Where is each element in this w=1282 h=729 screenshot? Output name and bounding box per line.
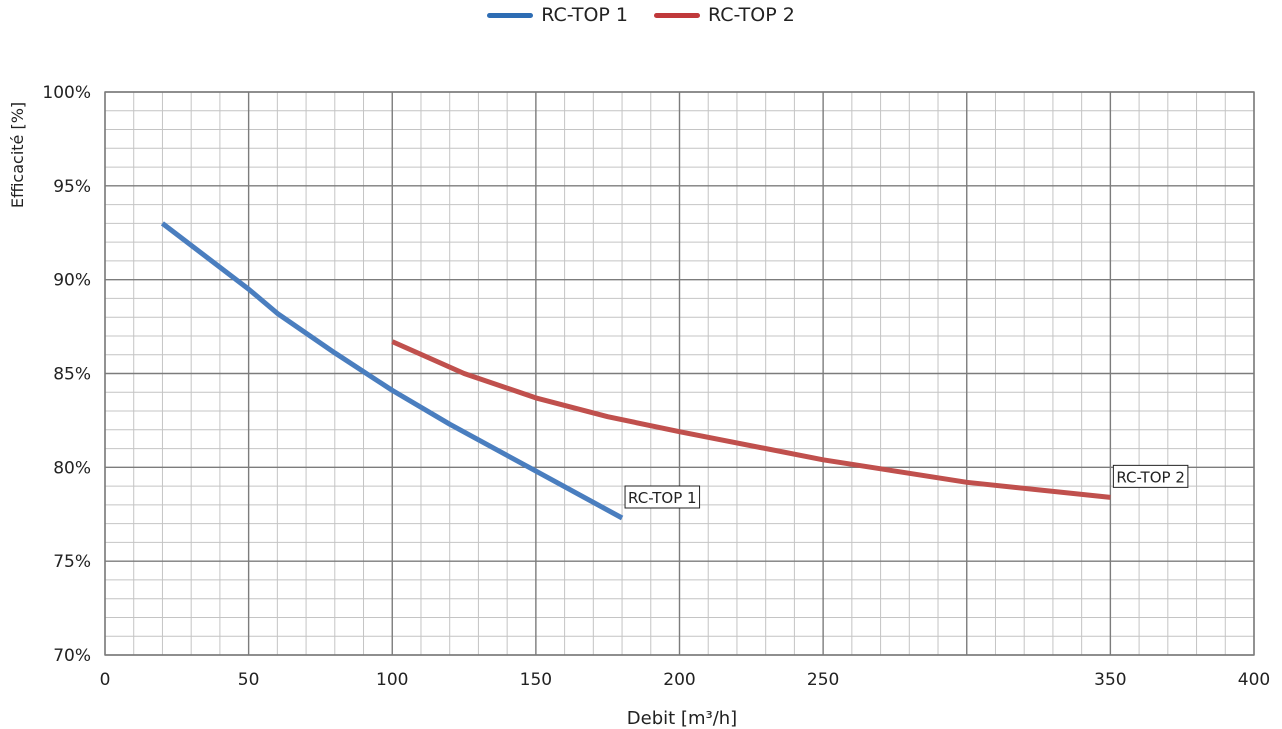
series-end-label: RC-TOP 1 — [624, 485, 701, 509]
series-end-label: RC-TOP 2 — [1112, 464, 1189, 488]
x-axis-ticks: 0 50 100 150 200 250 350 400 — [100, 670, 1271, 690]
y-tick-label: 70% — [53, 646, 91, 666]
legend: RC-TOP 1 RC-TOP 2 — [0, 4, 1282, 26]
y-axis-ticks: 70% 75% 80% 85% 90% 95% 100% — [42, 83, 91, 666]
legend-item-rc-top-2[interactable]: RC-TOP 2 — [654, 4, 795, 26]
y-tick-label: 100% — [42, 83, 91, 103]
legend-swatch-red — [654, 12, 700, 18]
x-tick-label: 400 — [1238, 670, 1270, 690]
series-end-label-text: RC-TOP 2 — [1116, 468, 1185, 486]
y-tick-label: 85% — [53, 365, 91, 385]
legend-label: RC-TOP 2 — [708, 4, 795, 26]
y-tick-label: 90% — [53, 271, 91, 291]
x-tick-label: 100 — [376, 670, 408, 690]
y-tick-label: 75% — [53, 552, 91, 572]
legend-label: RC-TOP 1 — [541, 4, 628, 26]
series-layer — [160, 221, 1111, 521]
x-axis-title: Debit [m³/h] — [627, 708, 737, 729]
plot-frame — [104, 91, 1255, 656]
legend-swatch-blue — [487, 12, 534, 18]
y-tick-label: 80% — [53, 458, 91, 478]
series-line-1 — [160, 221, 624, 521]
legend-item-rc-top-1[interactable]: RC-TOP 1 — [487, 4, 628, 26]
x-tick-label: 50 — [238, 670, 260, 690]
x-tick-label: 350 — [1094, 670, 1126, 690]
x-tick-label: 150 — [520, 670, 552, 690]
data-labels: RC-TOP 1 RC-TOP 2 — [624, 464, 1189, 509]
x-tick-label: 200 — [663, 670, 695, 690]
series-end-label-box — [624, 485, 701, 509]
x-tick-label: 0 — [100, 670, 111, 690]
series-line-2 — [391, 339, 1111, 500]
y-tick-label: 95% — [53, 177, 91, 197]
y-axis-title: Efficacité [%] — [8, 102, 27, 208]
x-tick-label: 250 — [807, 670, 839, 690]
series-end-label-text: RC-TOP 1 — [628, 489, 697, 507]
series-end-label-box — [1112, 464, 1189, 488]
